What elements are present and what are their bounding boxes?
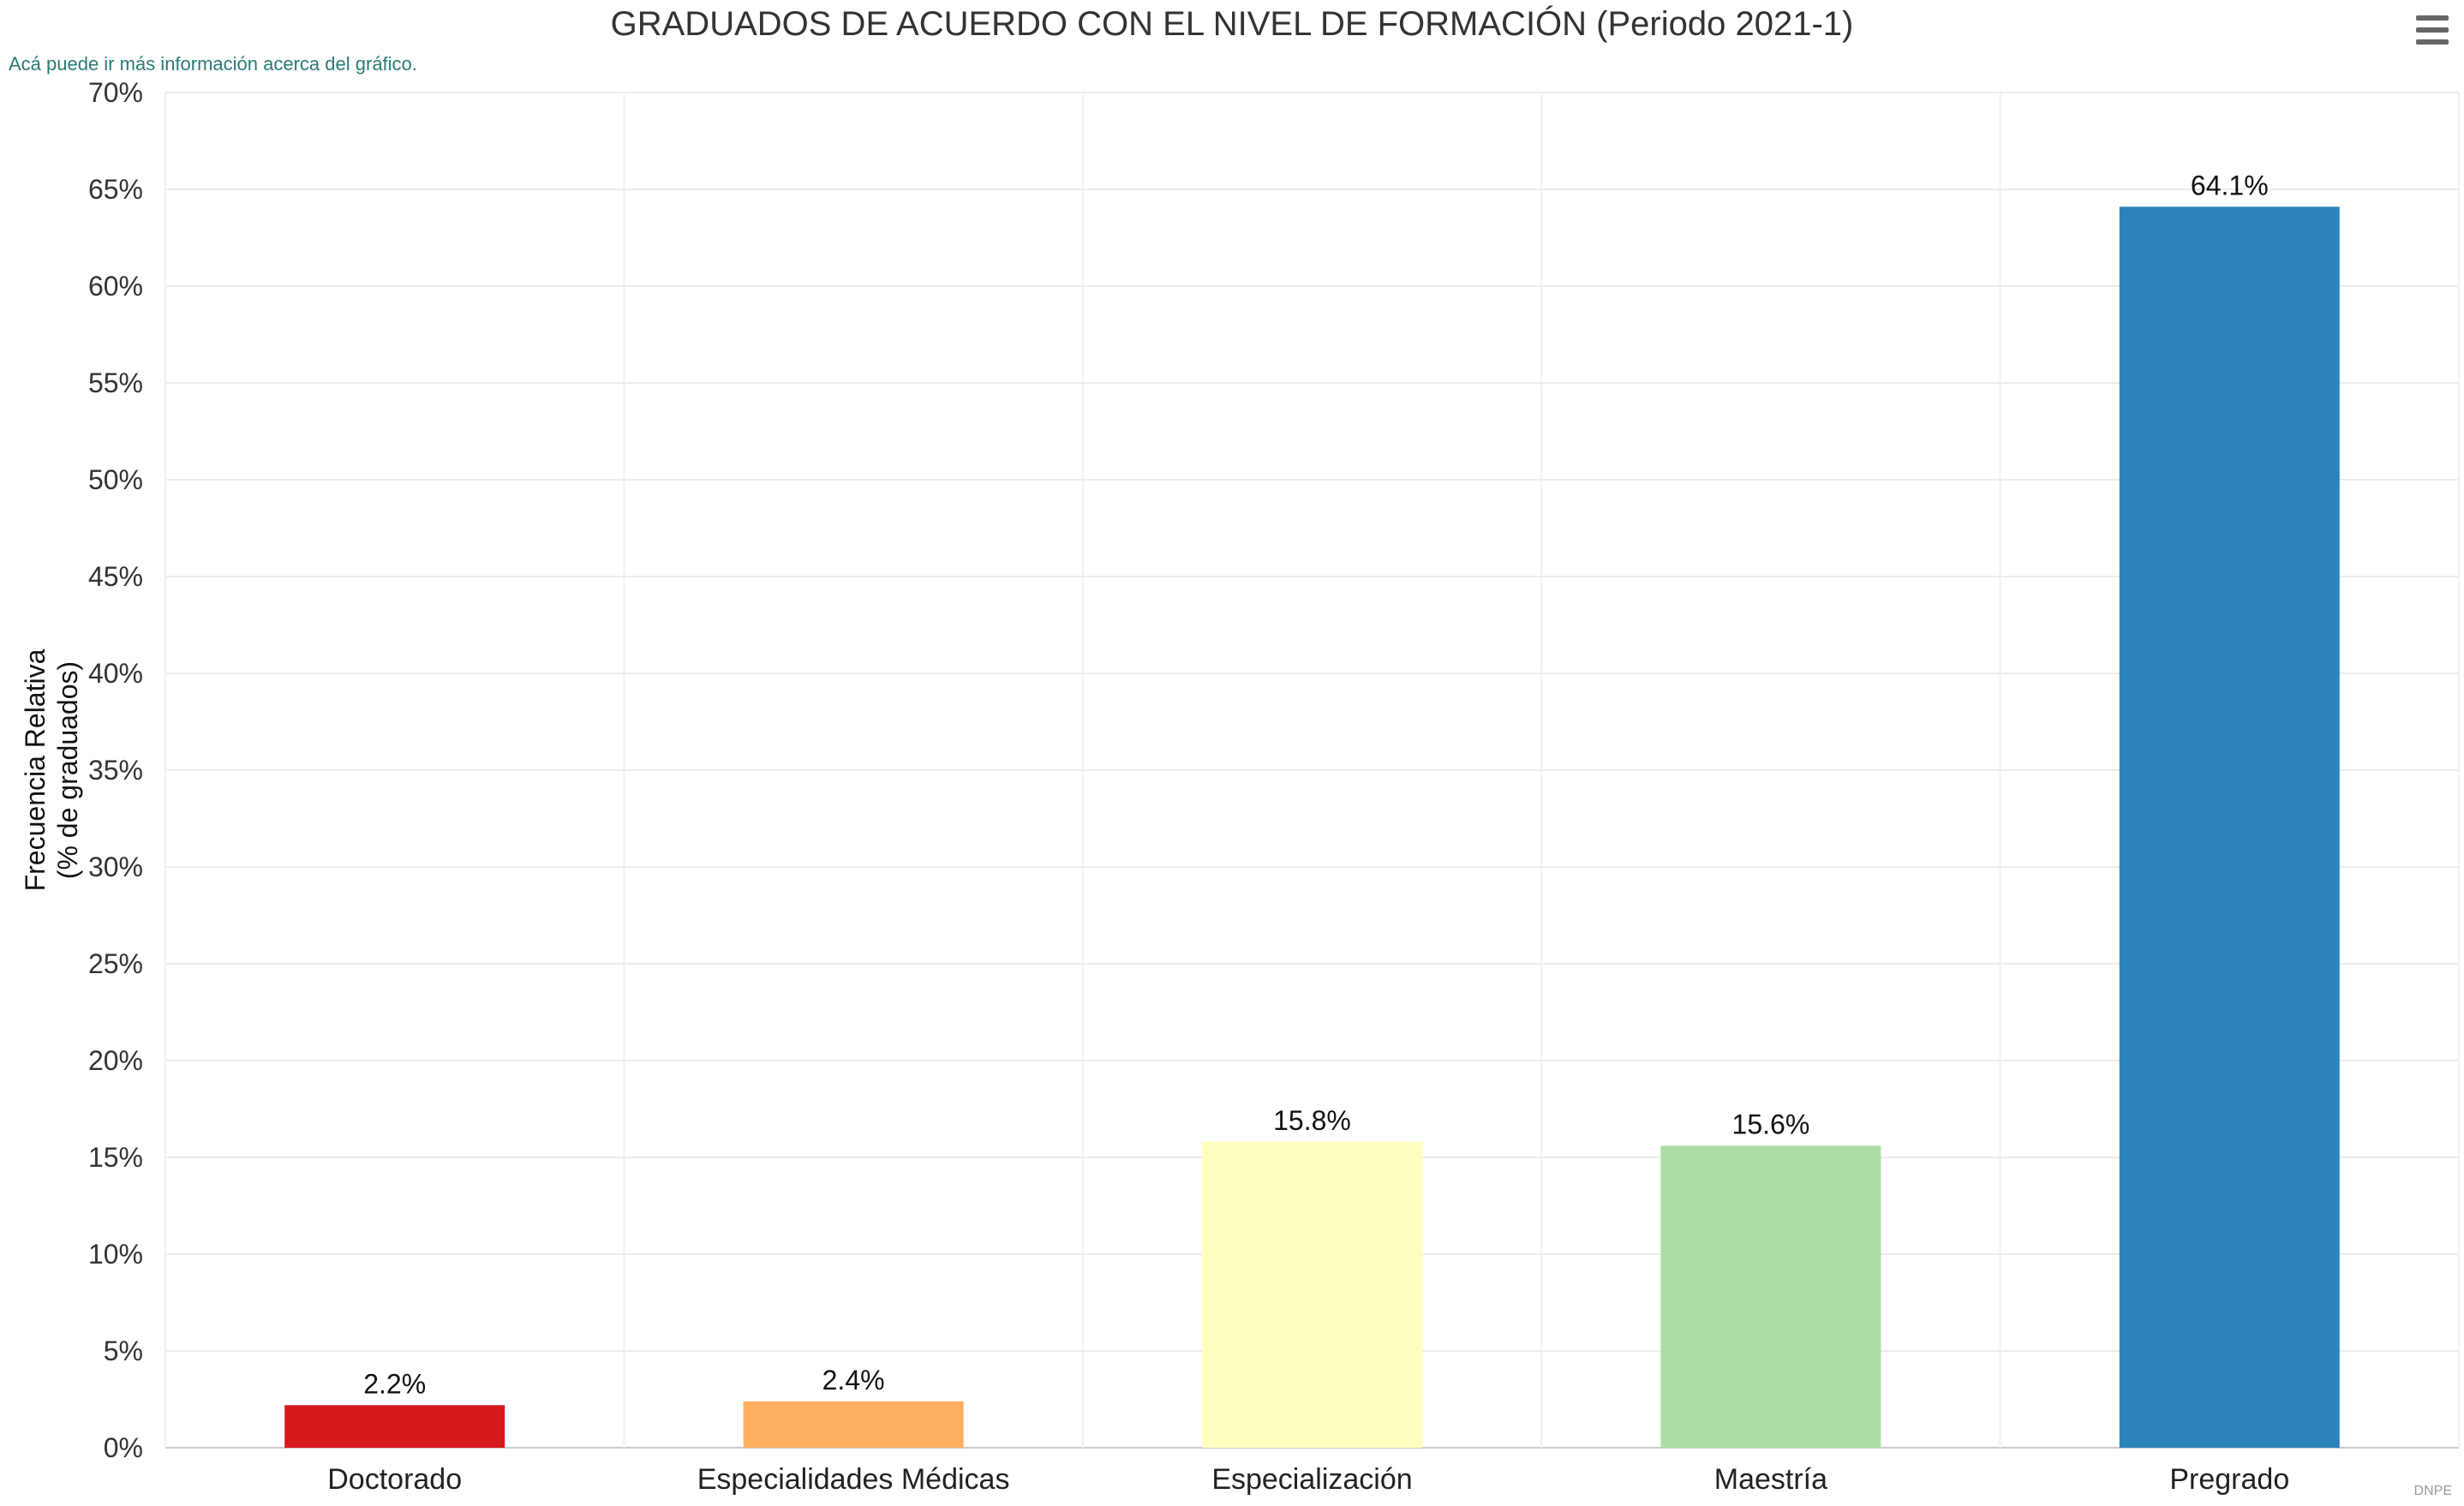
y-tick-label: 70% <box>88 77 143 108</box>
y-tick-label: 20% <box>88 1045 143 1076</box>
y-tick-label: 45% <box>88 561 143 592</box>
y-tick-label: 60% <box>88 271 143 302</box>
y-axis-title: Frecuencia Relativa (% de graduados) <box>20 648 83 891</box>
data-label: 15.8% <box>1273 1105 1351 1136</box>
menu-bar <box>2416 27 2449 33</box>
y-axis-ticks: 0% 5% 10% 15% 20% 25% 30% 35% 40% 45% 50% 55% 60% 65%… <box>88 77 143 1463</box>
bar-maestr-a[interactable] <box>1660 1145 1881 1448</box>
y-tick-label: 0% <box>104 1432 143 1463</box>
data-label: 64.1% <box>2191 170 2269 200</box>
x-category-label: Doctorado <box>327 1463 462 1496</box>
y-tick-label: 50% <box>88 464 143 495</box>
x-category-label: Especialidades Médicas <box>697 1463 1010 1496</box>
grid-layer <box>164 92 2460 1449</box>
x-category-label: Especialización <box>1211 1463 1412 1496</box>
y-tick-label: 30% <box>88 852 143 882</box>
menu-bar <box>2416 39 2449 45</box>
data-labels: 2.2% 2.4% 15.8% 15.6% 64.1% <box>363 170 2268 1399</box>
credits[interactable]: DNPE <box>2413 1484 2452 1498</box>
hamburger-menu-icon[interactable] <box>2416 15 2449 45</box>
x-category-label: Pregrado <box>2169 1463 2289 1496</box>
data-label: 2.4% <box>822 1365 885 1395</box>
y-tick-label: 5% <box>104 1336 143 1366</box>
y-tick-label: 55% <box>88 368 143 398</box>
x-category-label: Maestría <box>1714 1463 1827 1496</box>
bars <box>284 206 2340 1449</box>
y-tick-label: 35% <box>88 755 143 786</box>
y-tick-label: 25% <box>88 948 143 979</box>
bar-especializaci-n[interactable] <box>1202 1141 1422 1448</box>
x-axis-categories: Doctorado Especialidades Médicas Especiali… <box>327 1463 2289 1496</box>
data-label: 15.6% <box>1732 1109 1810 1139</box>
y-axis-title-line: Frecuencia Relativa <box>20 648 51 891</box>
menu-bar <box>2416 15 2449 21</box>
y-axis-title-line: (% de graduados) <box>52 661 83 879</box>
y-tick-label: 10% <box>88 1239 143 1270</box>
chart-title: GRADUADOS DE ACUERDO CON EL NIVEL DE FOR… <box>610 5 1854 43</box>
bar-especialidades-m-dicas[interactable] <box>743 1401 964 1448</box>
chart-subtitle: Acá puede ir más información acerca del … <box>9 53 417 75</box>
bar-doctorado[interactable] <box>284 1405 505 1448</box>
y-tick-label: 40% <box>88 658 143 689</box>
y-tick-label: 15% <box>88 1142 143 1173</box>
y-tick-label: 65% <box>88 174 143 205</box>
bar-pregrado[interactable] <box>2119 206 2340 1449</box>
data-label: 2.2% <box>363 1368 426 1399</box>
